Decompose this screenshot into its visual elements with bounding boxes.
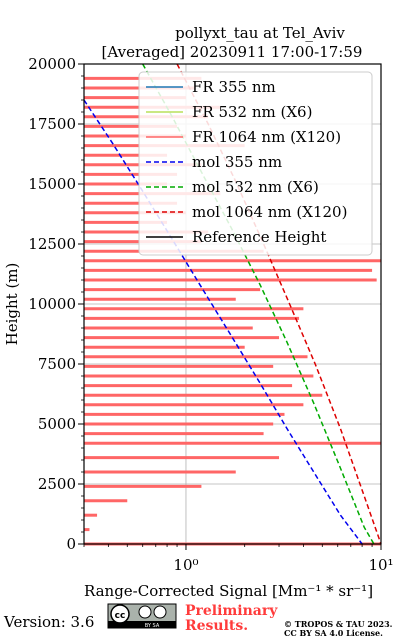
legend-label: FR 355 nm [192,78,276,96]
y-tick-label: 2500 [38,475,76,493]
legend-label: mol 532 nm (X6) [192,178,319,196]
by-icon [138,605,152,619]
legend-label: Reference Height [192,228,326,246]
credit-line-1: © TROPOS & TAU 2023. [284,619,393,629]
cc-badge-text: cc [115,611,126,621]
sa-icon [153,605,167,619]
preliminary-label: Preliminary [185,603,278,619]
version-label: Version: 3.6 [3,613,94,631]
legend-label: FR 1064 nm (X120) [192,128,341,146]
y-tick-label: 7500 [38,355,76,373]
y-tick-label: 12500 [28,235,76,253]
y-axis-label: Height (m) [3,263,21,346]
legend-label: mol 355 nm [192,153,282,171]
cc-license-badge: cc BY SA [107,603,177,629]
legend-label: FR 532 nm (X6) [192,103,312,121]
y-tick-label: 10000 [28,295,76,313]
series-mol-355-nm [83,99,363,545]
chart-subtitle: [Averaged] 20230911 17:00-17:59 [102,43,363,61]
x-axis-ticks: 10⁰ 10¹ [83,544,394,574]
footer: Version: 3.6 cc BY SA Preliminary Result… [3,603,393,638]
legend-label: mol 1064 nm (X120) [192,203,347,221]
legend: FR 355 nm FR 532 nm (X6) FR 1064 nm (X120)… [138,71,373,256]
x-tick-label: 10⁰ [173,556,198,574]
chart-title: pollyxt_tau at Tel_Aviv [175,24,345,42]
x-axis-label: Range-Corrected Signal [Mm⁻¹ * sr⁻¹] [84,582,373,600]
y-tick-label: 20000 [28,55,76,73]
y-axis-ticks: 0 2500 5000 7500 10000 12500 15000 17500 20000 [28,55,84,553]
results-label: Results. [185,618,248,634]
y-tick-label: 15000 [28,175,76,193]
legend-box [138,71,373,256]
credit-line-2: CC BY SA 4.0 License. [284,628,383,638]
y-tick-label: 5000 [38,415,76,433]
x-tick-label: 10¹ [368,556,393,574]
cc-by-sa-text: BY SA [145,623,160,629]
y-tick-label: 17500 [28,115,76,133]
cc-icon [110,604,130,624]
y-tick-label: 0 [66,535,76,553]
